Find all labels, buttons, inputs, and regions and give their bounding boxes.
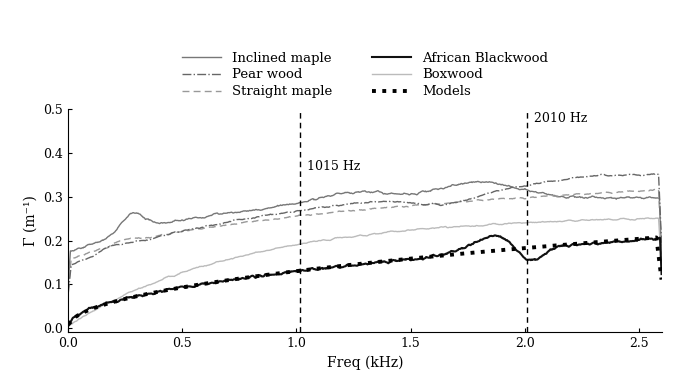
Text: 2010 Hz: 2010 Hz — [534, 112, 587, 125]
X-axis label: Freq (kHz): Freq (kHz) — [327, 356, 403, 370]
Text: 1015 Hz: 1015 Hz — [307, 160, 360, 173]
Legend: Inclined maple, Pear wood, Straight maple, African Blackwood, Boxwood, Models: Inclined maple, Pear wood, Straight mapl… — [182, 52, 548, 99]
Y-axis label: Γ (m⁻¹): Γ (m⁻¹) — [24, 196, 38, 246]
